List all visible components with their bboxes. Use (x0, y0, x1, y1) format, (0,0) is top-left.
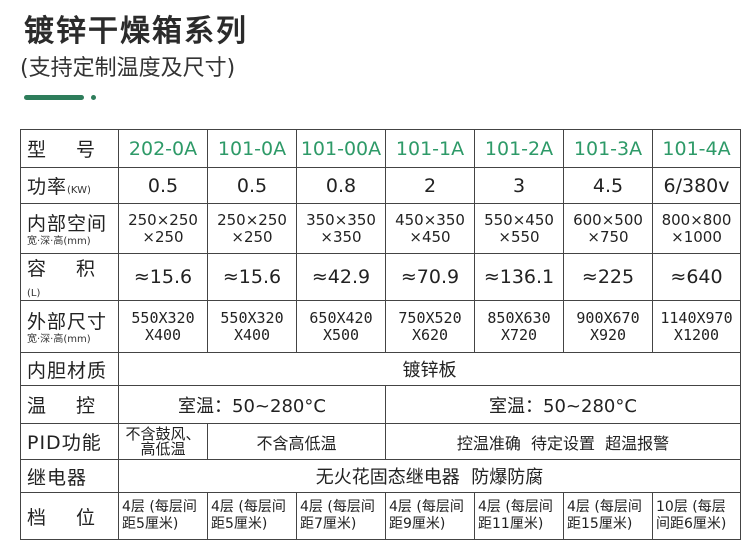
volume-cell: ≈136.1 (474, 253, 564, 301)
tier-cell: 4层 (每层间 距5厘米) (118, 492, 208, 540)
outer-cell: 650X420 X500 (296, 300, 386, 353)
tier-cell: 4层 (每层间 距9厘米) (385, 492, 475, 540)
outer-cell: 550X320 X400 (118, 300, 208, 353)
outer-cell: 850X630 X720 (474, 300, 564, 353)
liner-cell: 镀锌板 (118, 352, 741, 386)
label-tiers: 档 位 (20, 492, 119, 540)
inner-cell: 600×500 ×750 (563, 203, 653, 254)
power-cell: 6/380v (652, 167, 741, 204)
temp-cell: 室温：50~280°C (385, 385, 741, 424)
label-pid: PID功能 (20, 423, 119, 460)
power-cell: 3 (474, 167, 564, 204)
spec-table: 型 号 202-0A 101-0A 101-00A 101-1A 101-2A … (20, 129, 741, 540)
row-temp: 温 控 室温：50~280°C 室温：50~280°C (20, 385, 741, 424)
inner-cell: 450×350 ×450 (385, 203, 475, 254)
pid-cell: 控温准确 待定设置 超温报警 (385, 423, 741, 460)
volume-cell: ≈42.9 (296, 253, 386, 301)
label-relay: 继电器 (20, 459, 119, 493)
power-cell: 0.5 (118, 167, 208, 204)
tier-cell: 4层 (每层间 距11厘米) (474, 492, 564, 540)
volume-cell: ≈70.9 (385, 253, 475, 301)
page-subtitle: (支持定制温度及尺寸) (20, 56, 236, 81)
label-outer: 外部尺寸 宽·深·高(mm) (20, 300, 119, 353)
relay-cell: 无火花固态继电器 防爆防腐 (118, 459, 741, 493)
model-cell: 202-0A (118, 129, 208, 168)
outer-cell: 900X670 X920 (563, 300, 653, 353)
power-cell: 0.5 (207, 167, 297, 204)
label-power: 功率(KW) (20, 167, 119, 204)
row-tiers: 档 位 4层 (每层间 距5厘米) 4层 (每层间 距5厘米) 4层 (每层间 距7厘… (20, 492, 741, 540)
outer-cell: 550X320 X400 (207, 300, 297, 353)
pid-cell: 不含鼓风、 高低温 (118, 423, 208, 460)
row-pid: PID功能 不含鼓风、 高低温 不含高低温 控温准确 待定设置 超温报警 (20, 423, 741, 460)
label-model: 型 号 (20, 129, 119, 168)
row-power: 功率(KW) 0.5 0.5 0.8 2 3 4.5 6/380v (20, 167, 741, 204)
volume-cell: ≈15.6 (207, 253, 297, 301)
power-cell: 2 (385, 167, 475, 204)
model-cell: 101-3A (563, 129, 653, 168)
inner-cell: 250×250 ×250 (118, 203, 208, 254)
model-cell: 101-4A (652, 129, 741, 168)
outer-cell: 750X520 X620 (385, 300, 475, 353)
row-outer: 外部尺寸 宽·深·高(mm) 550X320 X400 550X320 X400 65… (20, 300, 741, 353)
label-liner: 内胆材质 (20, 352, 119, 386)
model-cell: 101-1A (385, 129, 475, 168)
accent-bar (24, 95, 84, 100)
outer-cell: 1140X970 X1200 (652, 300, 741, 353)
tier-cell: 4层 (每层间 距5厘米) (207, 492, 297, 540)
power-cell: 0.8 (296, 167, 386, 204)
inner-cell: 800×800 ×1000 (652, 203, 741, 254)
row-relay: 继电器 无火花固态继电器 防爆防腐 (20, 459, 741, 493)
inner-cell: 350×350 ×350 (296, 203, 386, 254)
accent-dot (91, 95, 96, 100)
tier-cell: 10层 (每层 间距6厘米) (652, 492, 741, 540)
label-volume: 容 积(L) (20, 253, 119, 301)
volume-cell: ≈225 (563, 253, 653, 301)
model-cell: 101-00A (296, 129, 386, 168)
row-volume: 容 积(L) ≈15.6 ≈15.6 ≈42.9 ≈70.9 ≈136.1 ≈2… (20, 253, 741, 301)
volume-cell: ≈640 (652, 253, 741, 301)
tier-cell: 4层 (每层间 距15厘米) (563, 492, 653, 540)
temp-cell: 室温：50~280°C (118, 385, 386, 424)
label-inner: 内部空间 宽·深·高(mm) (20, 203, 119, 254)
power-cell: 4.5 (563, 167, 653, 204)
row-inner: 内部空间 宽·深·高(mm) 250×250 ×250 250×250 ×250 35… (20, 203, 741, 254)
label-temp: 温 控 (20, 385, 119, 424)
row-model: 型 号 202-0A 101-0A 101-00A 101-1A 101-2A … (20, 129, 741, 168)
page-title: 镀锌干燥箱系列 (24, 14, 248, 49)
model-cell: 101-0A (207, 129, 297, 168)
inner-cell: 250×250 ×250 (207, 203, 297, 254)
pid-cell: 不含高低温 (207, 423, 386, 460)
volume-cell: ≈15.6 (118, 253, 208, 301)
tier-cell: 4层 (每层间 距7厘米) (296, 492, 386, 540)
model-cell: 101-2A (474, 129, 564, 168)
row-liner: 内胆材质 镀锌板 (20, 352, 741, 386)
inner-cell: 550×450 ×550 (474, 203, 564, 254)
